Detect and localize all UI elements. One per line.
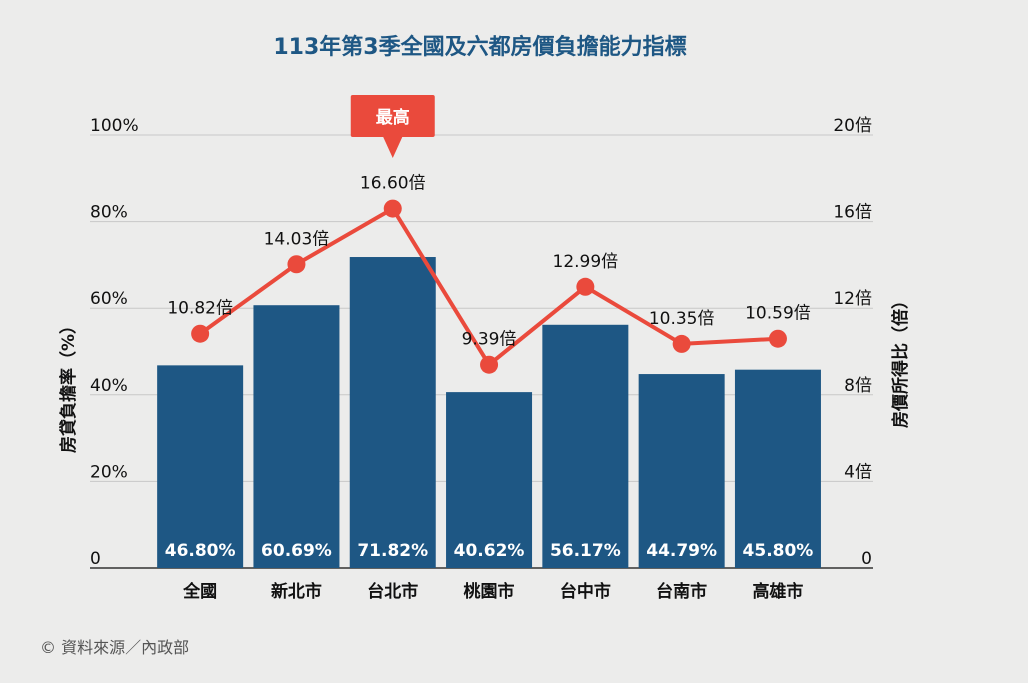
line-point [768,329,787,348]
bar [253,305,340,568]
line-series: 10.82倍 14.03倍 16.60倍 9.39倍 12.99倍 10.35倍 10.59… [167,174,811,374]
category-label: 台北市 [367,581,418,602]
right-tick-label: 8倍 [844,376,872,396]
category-label: 桃園市 [464,581,515,602]
category-labels: 全國 新北市 台北市 桃園市 台中市 台南市 高雄市 [182,581,803,602]
left-tick-label: 80% [90,203,128,223]
bar-value-label: 44.79% [646,541,717,561]
right-tick-label: 4倍 [844,462,872,482]
category-label: 全國 [182,581,217,602]
line-value-label: 12.99倍 [553,252,619,272]
category-label: 台中市 [560,581,611,602]
bar-value-label: 56.17% [550,541,621,561]
category-label: 新北市 [271,581,322,602]
category-label: 台南市 [656,581,707,602]
right-axis-title: 房價所得比（倍） [890,292,911,428]
callout-label: 最高 [376,107,410,128]
line-value-label: 14.03倍 [264,229,330,249]
line-value-label: 10.59倍 [745,304,811,324]
bar [734,369,821,568]
bar [446,392,533,568]
right-tick-label: 16倍 [833,203,872,223]
bar [157,365,244,568]
line-point [191,324,210,343]
line-value-label: 10.82倍 [167,299,233,319]
bar [542,324,629,568]
bar [638,374,725,568]
line-point [480,355,499,374]
line-point [576,277,595,296]
callout-pointer [382,136,403,158]
left-axis-title: 房貸負擔率（%） [58,317,79,453]
line-point [287,255,306,274]
callout-box [350,95,435,137]
bar-value-label: 46.80% [165,541,236,561]
line-value-label: 9.39倍 [462,330,517,350]
source-note: © 資料來源／內政部 [40,638,189,657]
line-value-label: 10.35倍 [649,309,715,329]
left-tick-label: 40% [90,376,128,396]
highest-callout: 最高 [350,95,435,158]
right-tick-label: 12倍 [833,289,872,309]
left-tick-label: 0 [90,549,101,569]
axis-ticks: 0 0 20% 4倍 40% 8倍 60% 12倍 80% 16倍 100% 20倍 [90,116,872,569]
line-value-label: 16.60倍 [360,174,426,194]
line-point [672,334,691,353]
bar-value-label: 60.69% [261,541,332,561]
right-tick-label: 0 [861,549,872,569]
left-tick-label: 60% [90,289,128,309]
category-label: 高雄市 [752,581,803,602]
left-tick-label: 20% [90,462,128,482]
left-tick-label: 100% [90,116,139,136]
bar-value-label: 40.62% [454,541,525,561]
bar-series: 46.80% 60.69% 71.82% 40.62% 56.17% 44.79% 45.8… [157,257,821,568]
bar [349,257,436,568]
chart-title: 113年第3季全國及六都房價負擔能力指標 [273,34,686,60]
bar-value-label: 45.80% [743,541,814,561]
right-tick-label: 20倍 [833,116,872,136]
line-point [383,199,402,218]
bar-value-label: 71.82% [357,541,428,561]
